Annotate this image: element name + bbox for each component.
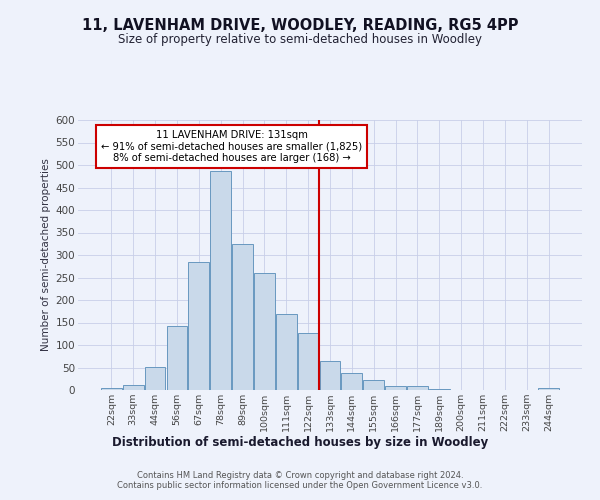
Bar — [101, 388, 122, 390]
Y-axis label: Number of semi-detached properties: Number of semi-detached properties — [41, 158, 52, 352]
Bar — [320, 361, 340, 390]
Bar — [385, 386, 406, 390]
Bar — [276, 314, 296, 390]
Bar — [407, 386, 428, 390]
Bar — [188, 262, 209, 390]
Bar — [298, 333, 319, 390]
Bar — [364, 380, 384, 390]
Bar — [210, 171, 231, 390]
Bar — [123, 384, 143, 390]
Bar — [254, 273, 275, 390]
Bar — [167, 326, 187, 390]
Text: 11 LAVENHAM DRIVE: 131sqm
← 91% of semi-detached houses are smaller (1,825)
8% o: 11 LAVENHAM DRIVE: 131sqm ← 91% of semi-… — [101, 130, 362, 163]
Bar — [538, 388, 559, 390]
Bar — [145, 366, 166, 390]
Bar — [429, 388, 450, 390]
Text: Distribution of semi-detached houses by size in Woodley: Distribution of semi-detached houses by … — [112, 436, 488, 449]
Text: Contains public sector information licensed under the Open Government Licence v3: Contains public sector information licen… — [118, 480, 482, 490]
Text: Contains HM Land Registry data © Crown copyright and database right 2024.: Contains HM Land Registry data © Crown c… — [137, 472, 463, 480]
Text: Size of property relative to semi-detached houses in Woodley: Size of property relative to semi-detach… — [118, 32, 482, 46]
Text: 11, LAVENHAM DRIVE, WOODLEY, READING, RG5 4PP: 11, LAVENHAM DRIVE, WOODLEY, READING, RG… — [82, 18, 518, 32]
Bar — [232, 244, 253, 390]
Bar — [341, 374, 362, 390]
